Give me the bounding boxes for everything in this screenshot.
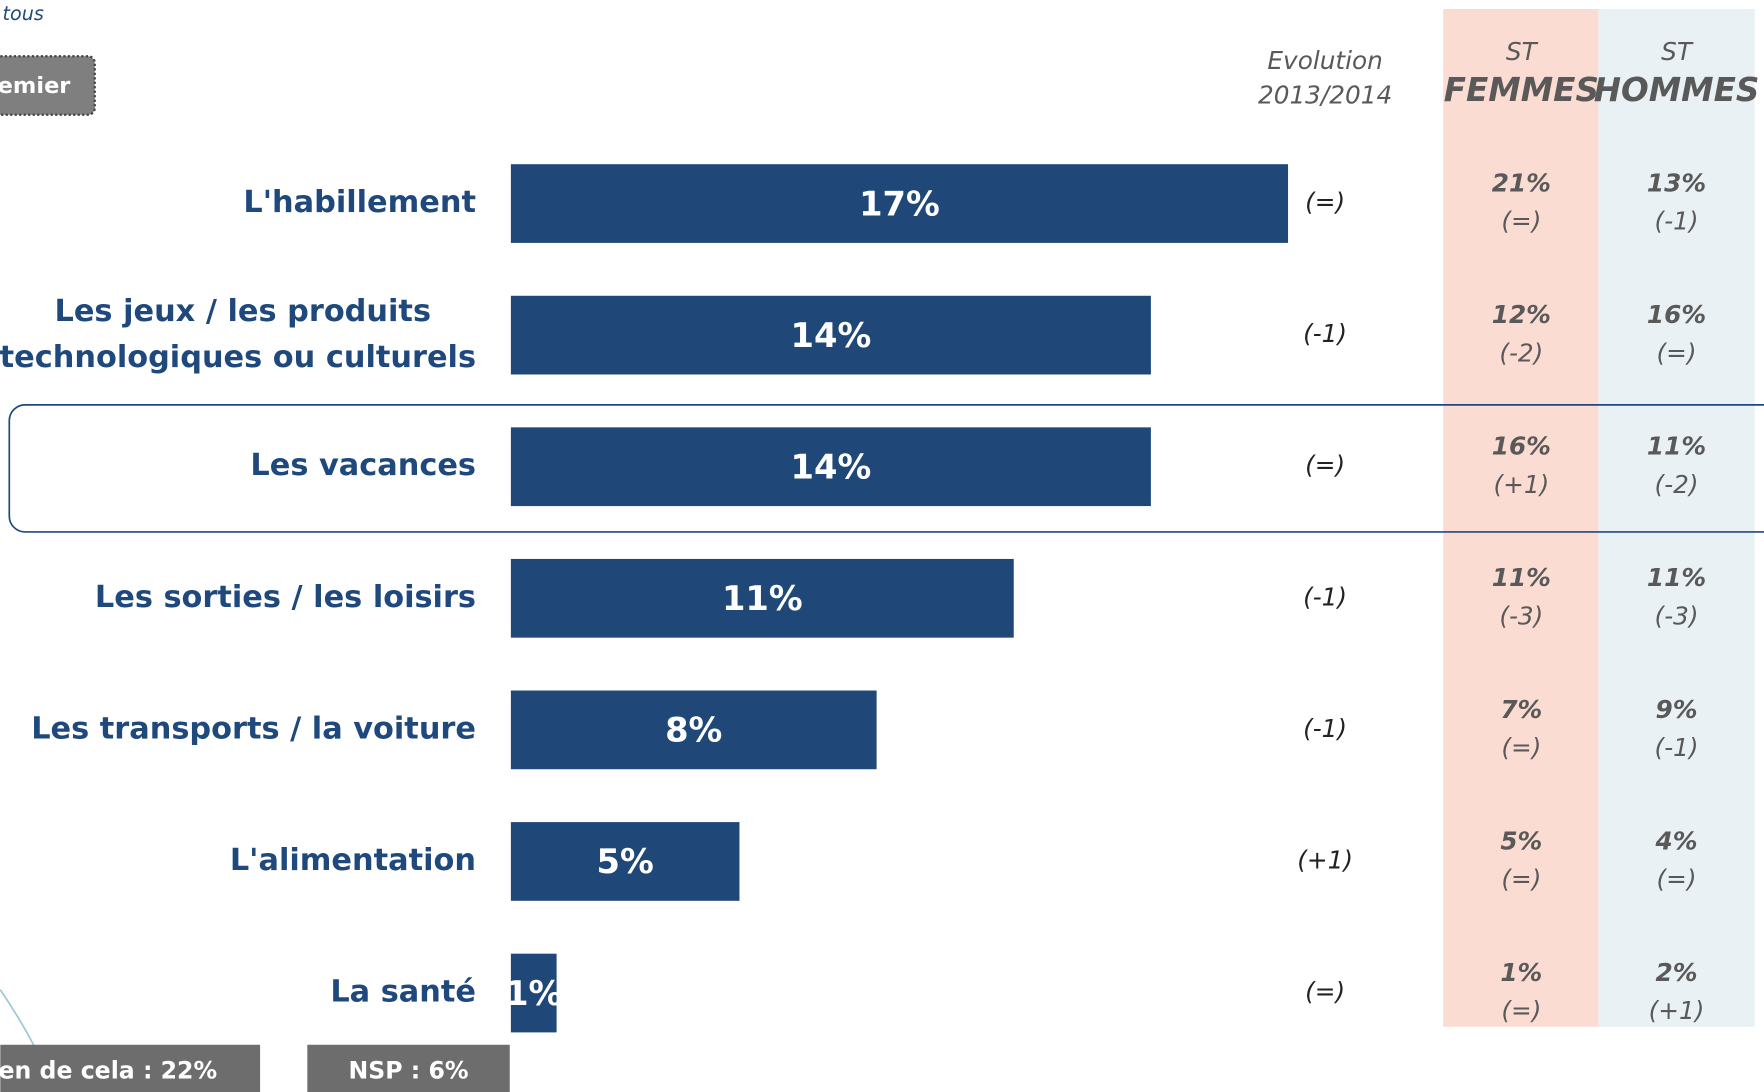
column-change: (=) — [1501, 865, 1541, 894]
top-note: tous — [3, 2, 44, 25]
column-change: (-3) — [1655, 601, 1699, 630]
evolution-value: (-1) — [1303, 582, 1347, 611]
highlight-frame — [8, 404, 1764, 533]
category-label: La santé — [330, 975, 476, 1010]
column-change: (+1) — [1649, 996, 1705, 1025]
button-label[interactable]: emier — [0, 73, 71, 99]
column-value: 5% — [1500, 826, 1542, 855]
bar-label: 5% — [597, 842, 654, 881]
column-change: (=) — [1501, 733, 1541, 762]
column-value: 7% — [1500, 695, 1542, 724]
column-change: (=) — [1501, 207, 1541, 236]
bar-label: 11% — [722, 579, 803, 618]
column-change: (-1) — [1655, 733, 1699, 762]
decoration — [0, 989, 35, 1047]
column-title: HOMMES — [1594, 71, 1760, 109]
column-value: 13% — [1647, 168, 1706, 197]
footer-text: ien de cela : 22% — [0, 1056, 217, 1084]
footer-text: NSP : 6% — [349, 1056, 469, 1084]
column-backgrounds — [1443, 8, 1755, 1027]
bar-label: 8% — [665, 711, 722, 750]
bar — [510, 427, 1151, 507]
bar — [510, 690, 877, 770]
category-label: Les sorties / les loisirs — [95, 580, 476, 615]
bar — [510, 164, 1289, 243]
column-value: 11% — [1647, 563, 1706, 592]
evolution-value: (=) — [1305, 188, 1345, 217]
column-title: FEMMES — [1444, 71, 1599, 109]
category-label: L'alimentation — [230, 843, 476, 878]
evolution-value: (=) — [1305, 977, 1345, 1006]
column-value: 1% — [1500, 958, 1542, 987]
button-bg[interactable] — [0, 55, 96, 116]
evolution-header: 2013/2014 — [1258, 81, 1392, 110]
evolution-value: (-1) — [1303, 714, 1347, 743]
column-value: 2% — [1656, 958, 1698, 987]
bar-label: 14% — [791, 316, 872, 355]
column-value: 11% — [1647, 432, 1706, 461]
bar — [510, 822, 740, 901]
bar-label: 17% — [859, 184, 940, 223]
column-value: 16% — [1492, 432, 1551, 461]
column-value: 21% — [1492, 168, 1551, 197]
column-label: ST — [1506, 37, 1539, 66]
column-change: (-3) — [1499, 601, 1543, 630]
column-change: (+1) — [1493, 470, 1549, 499]
category-label: Les transports / la voiture — [31, 711, 476, 746]
column-value: 9% — [1656, 695, 1698, 724]
evolution-value: (-1) — [1303, 319, 1347, 348]
column-change: (=) — [1501, 996, 1541, 1025]
column-value: 4% — [1655, 826, 1698, 855]
bar-label: 1% — [505, 974, 562, 1013]
category-label: Les vacances — [250, 448, 476, 483]
column-change: (=) — [1657, 338, 1697, 367]
bar — [510, 953, 557, 1033]
column-change: (-2) — [1655, 470, 1699, 499]
column-bg — [1443, 8, 1600, 1027]
evolution-value: (=) — [1305, 451, 1345, 480]
bar — [510, 558, 1014, 638]
column-change: (-2) — [1499, 338, 1543, 367]
bar — [510, 295, 1151, 375]
column-value: 12% — [1492, 300, 1551, 329]
column-change: (-1) — [1655, 207, 1699, 236]
evolution-value: (+1) — [1297, 845, 1353, 874]
evolution-header: Evolution — [1267, 46, 1382, 75]
column-bg — [1598, 8, 1755, 1027]
column-change: (=) — [1657, 865, 1697, 894]
bar-label: 14% — [791, 447, 872, 486]
category-label: L'habillement — [243, 185, 476, 220]
footer-box — [0, 1044, 261, 1092]
footer-box — [307, 1044, 510, 1092]
column-label: ST — [1661, 37, 1694, 66]
column-value: 16% — [1647, 300, 1706, 329]
column-value: 11% — [1492, 563, 1551, 592]
category-label: Les jeux / les produits technologiques ou… — [0, 294, 476, 375]
